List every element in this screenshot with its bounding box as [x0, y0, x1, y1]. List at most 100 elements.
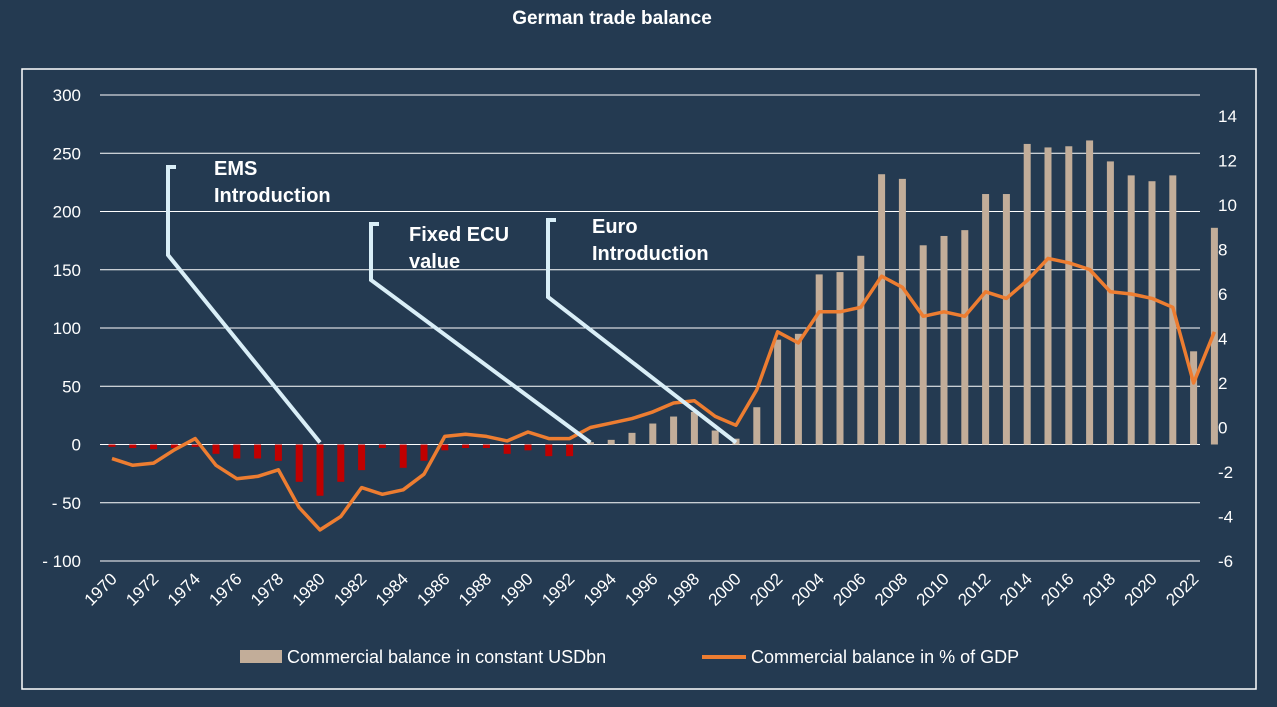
bar-1994	[607, 439, 615, 445]
bar-1970	[108, 444, 116, 447]
bar-1974	[191, 444, 199, 447]
bar-2016	[1065, 146, 1073, 445]
bar-2018	[1106, 161, 1114, 445]
bar-1978	[274, 444, 282, 461]
y-right-tick-label: 6	[1218, 285, 1227, 304]
legend-bar-swatch	[240, 650, 282, 663]
annotation-label: value	[409, 251, 460, 273]
y-right-tick-label: 2	[1218, 374, 1227, 393]
bar-1993	[586, 442, 594, 445]
bar-1985	[420, 444, 428, 461]
bar-1999	[711, 430, 719, 445]
y-right-tick-label: -4	[1218, 508, 1233, 527]
y-left-tick-label: - 50	[52, 494, 81, 513]
x-tick-label: 1976	[205, 569, 245, 609]
plot-frame	[21, 68, 1257, 690]
bar-1996	[649, 423, 657, 445]
bar-2014	[1023, 143, 1031, 445]
bar-1998	[690, 411, 698, 445]
x-tick-label: 1978	[247, 569, 287, 609]
y-right-tick-label: 0	[1218, 419, 1227, 438]
x-tick-label: 1990	[497, 569, 537, 609]
x-tick-label: 1986	[413, 569, 453, 609]
bar-2017	[1086, 140, 1094, 445]
annotation-label: Fixed ECU	[409, 224, 509, 246]
bar-2020	[1148, 181, 1156, 445]
x-tick-label: 1998	[663, 569, 703, 609]
x-tick-label: 2004	[788, 569, 828, 609]
bar-1983	[378, 444, 386, 448]
y-left-tick-label: 100	[53, 319, 81, 338]
x-tick-label: 2020	[1121, 569, 1161, 609]
y-right-tick-label: 4	[1218, 330, 1227, 349]
x-tick-label: 1970	[81, 569, 121, 609]
bar-1991	[545, 444, 553, 457]
y-left-tick-label: 250	[53, 144, 81, 163]
y-left-tick-label: 200	[53, 203, 81, 222]
bar-1972	[150, 444, 158, 450]
bar-1975	[212, 444, 220, 454]
legend-line-label: Commercial balance in % of GDP	[751, 647, 1019, 667]
bar-1971	[129, 444, 137, 448]
x-tick-label: 2000	[705, 569, 745, 609]
bar-1980	[316, 444, 324, 496]
x-tick-label: 1992	[538, 569, 578, 609]
bar-1984	[399, 444, 407, 468]
x-tick-label: 2012	[954, 569, 994, 609]
y-left-tick-label: - 100	[42, 552, 81, 571]
annotation-leader	[369, 222, 592, 445]
bar-1988	[482, 444, 490, 448]
annotation-leader	[546, 218, 738, 445]
x-tick-label: 2018	[1079, 569, 1119, 609]
bar-1986	[441, 444, 449, 451]
annotation-label: EMS	[214, 158, 257, 180]
chart-title: German trade balance	[512, 8, 712, 29]
x-tick-label: 2014	[996, 569, 1036, 609]
annotation-label: Introduction	[592, 243, 709, 265]
gdp-share-line	[111, 256, 1217, 532]
bar-2002	[774, 339, 782, 445]
x-tick-label: 2022	[1162, 569, 1202, 609]
bar-2019	[1127, 175, 1135, 445]
y-left-tick-label: 300	[53, 86, 81, 105]
bar-1990	[524, 444, 532, 451]
annotation-leader	[166, 165, 322, 444]
x-tick-label: 1974	[164, 569, 204, 609]
annotation-label: Euro	[592, 216, 638, 238]
y-left-tick-label: 150	[53, 261, 81, 280]
y-left-tick-label: 50	[62, 377, 81, 396]
bar-2012	[982, 194, 990, 445]
bar-2015	[1044, 147, 1052, 445]
x-tick-label: 1980	[289, 569, 329, 609]
bar-2008	[898, 178, 906, 445]
x-tick-label: 1984	[372, 569, 412, 609]
bar-1992	[566, 444, 574, 457]
x-tick-label: 1994	[580, 569, 620, 609]
bar-2011	[961, 230, 969, 445]
bar-1977	[254, 444, 262, 459]
y-right-tick-label: 14	[1218, 107, 1237, 126]
bar-2003	[794, 333, 802, 445]
x-tick-label: 2006	[829, 569, 869, 609]
y-left-tick-label: 0	[72, 436, 81, 455]
bar-2009	[919, 245, 927, 445]
bar-2013	[1002, 194, 1010, 445]
x-tick-label: 2002	[746, 569, 786, 609]
y-right-tick-label: -6	[1218, 552, 1233, 571]
x-tick-label: 2010	[913, 569, 953, 609]
bar-1982	[358, 444, 366, 471]
x-tick-label: 1996	[621, 569, 661, 609]
bar-1995	[628, 432, 636, 445]
bar-2006	[857, 255, 865, 445]
y-right-tick-label: -2	[1218, 463, 1233, 482]
annotation-label: Introduction	[214, 185, 331, 207]
x-tick-label: 1972	[122, 569, 162, 609]
bar-1979	[295, 444, 303, 482]
x-tick-label: 1988	[455, 569, 495, 609]
legend-bar-label: Commercial balance in constant USDbn	[287, 647, 606, 667]
x-tick-label: 2016	[1037, 569, 1077, 609]
x-tick-label: 2008	[871, 569, 911, 609]
bar-1997	[670, 416, 678, 445]
y-right-tick-label: 8	[1218, 241, 1227, 260]
